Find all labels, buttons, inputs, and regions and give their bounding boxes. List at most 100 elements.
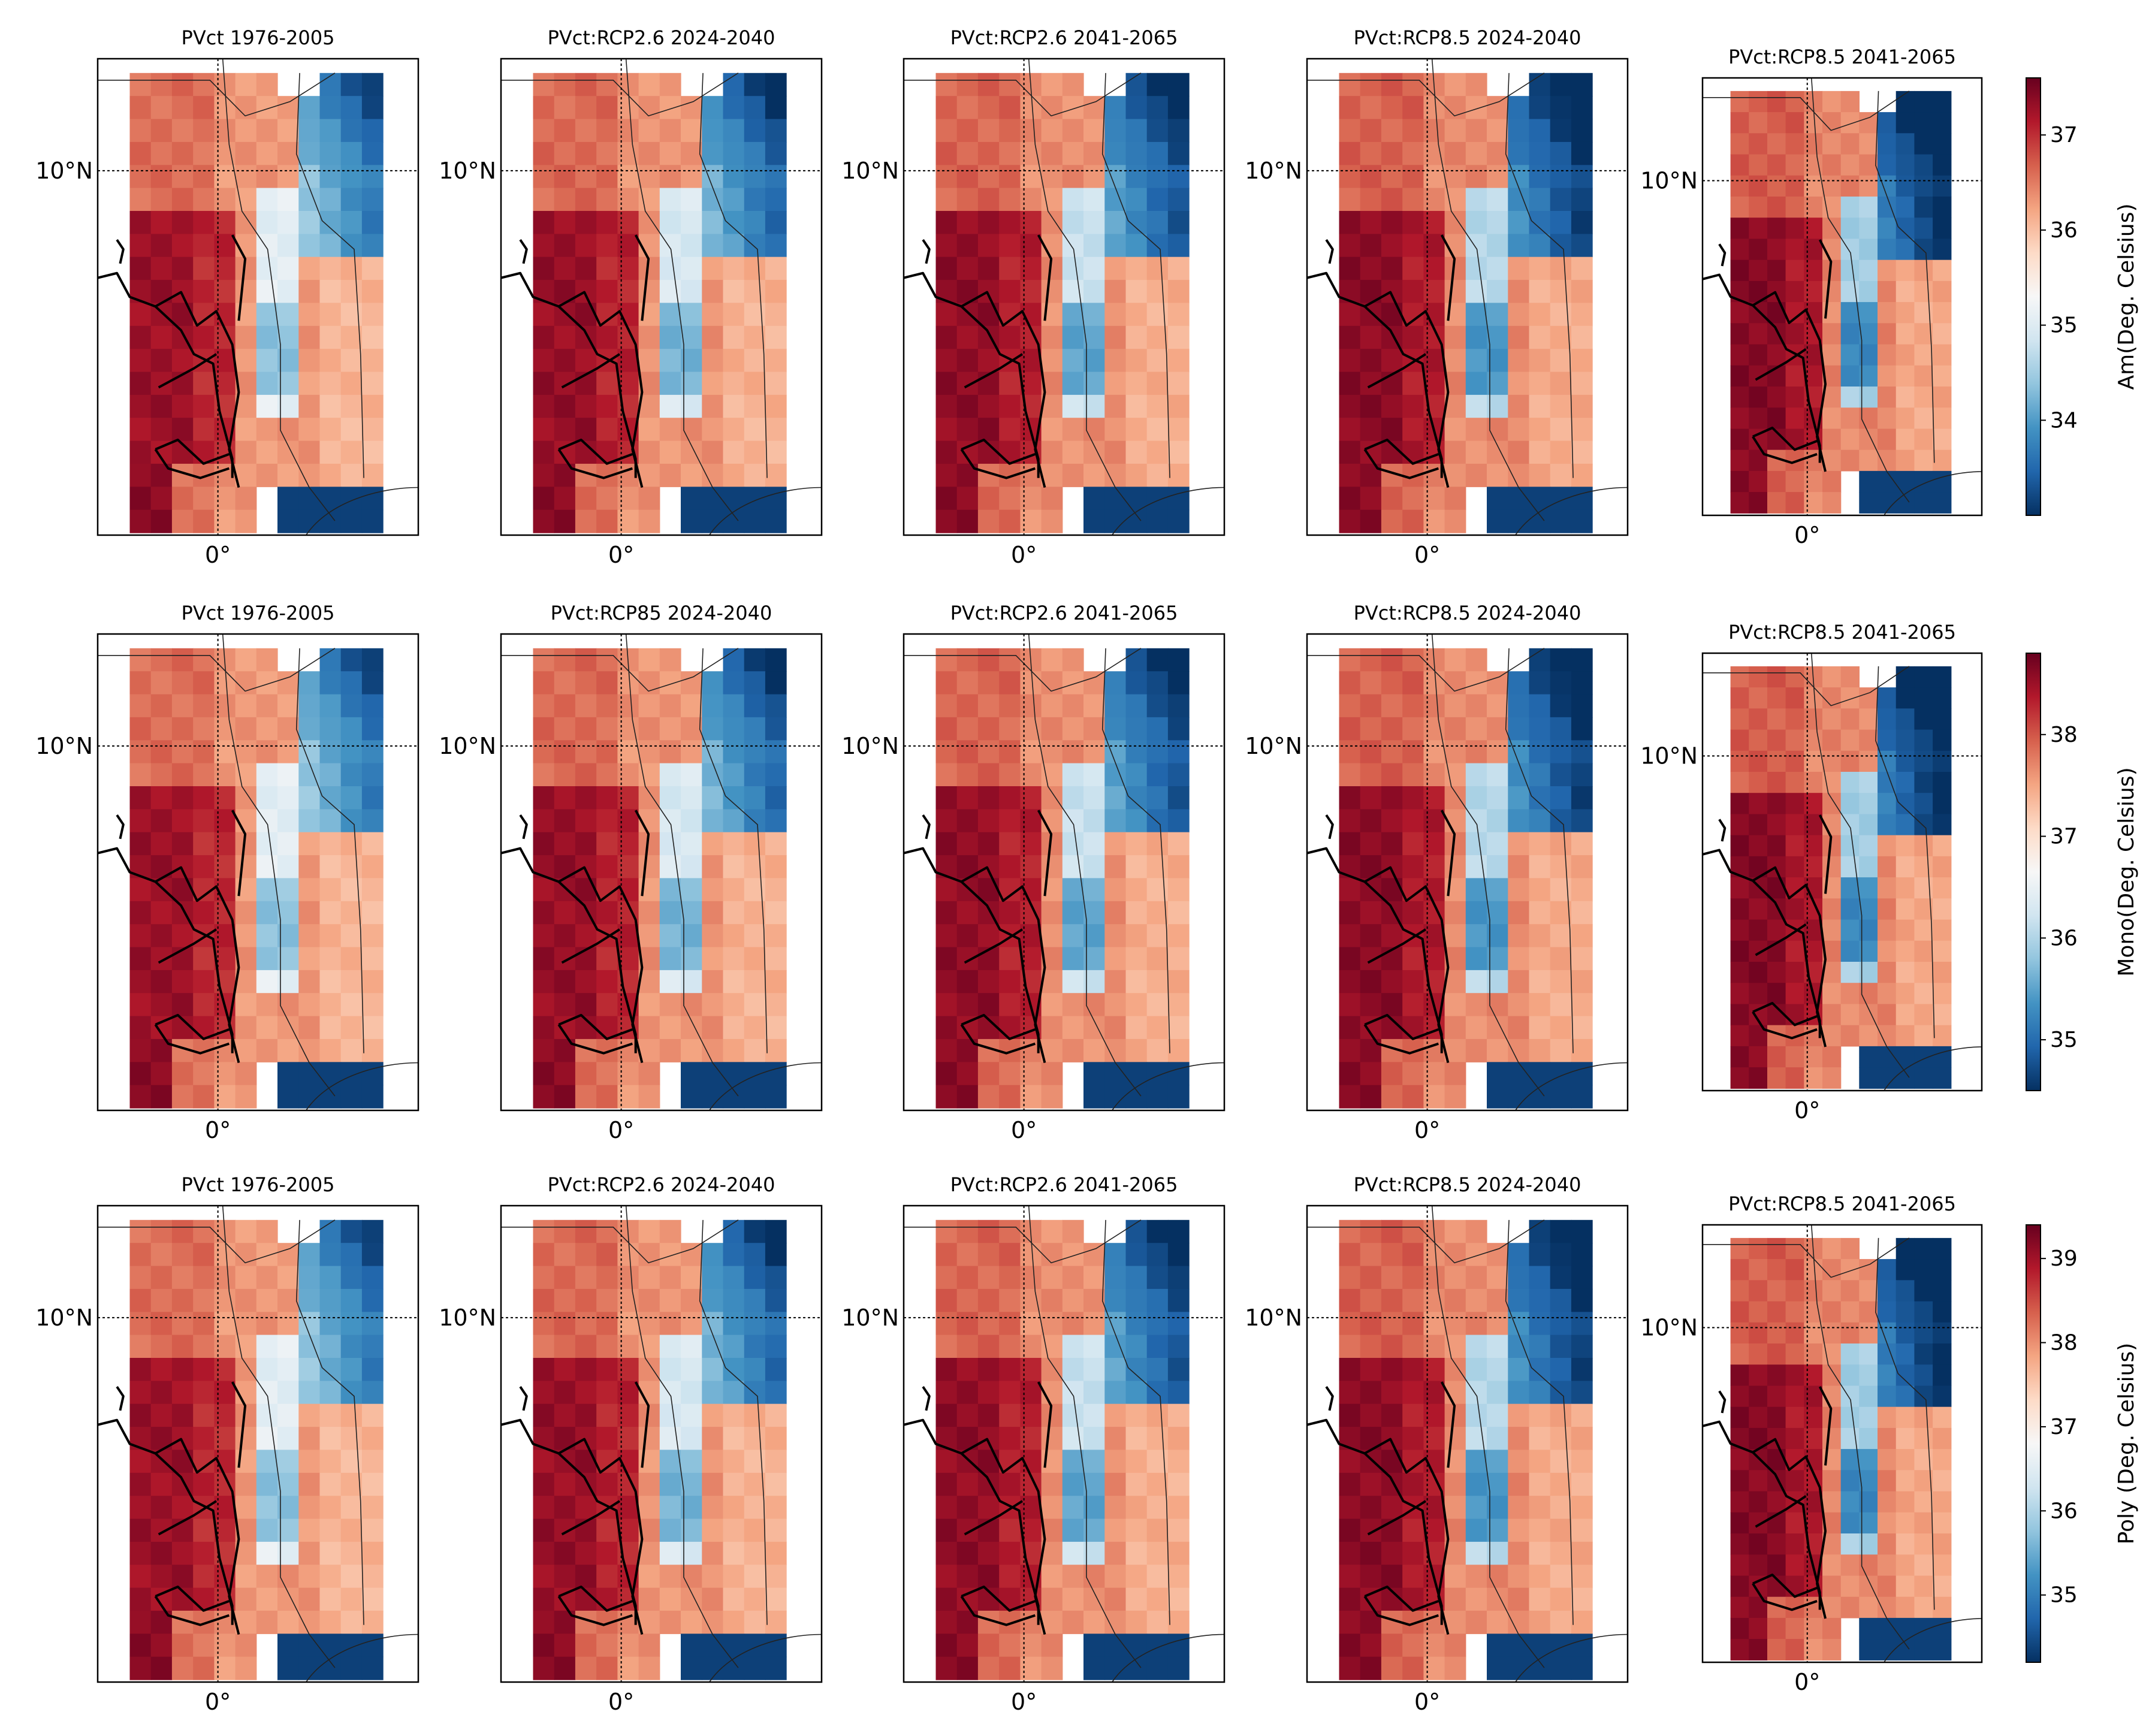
lon-tick-label: 0°	[205, 1689, 231, 1715]
grid-cell	[1914, 687, 1933, 709]
grid-cell	[235, 901, 257, 925]
grid-cell	[1381, 1266, 1403, 1290]
grid-cell	[1339, 1038, 1361, 1062]
grid-cell	[554, 1085, 576, 1109]
grid-cell	[1444, 924, 1466, 948]
grid-cell	[319, 1312, 342, 1336]
grid-cell	[171, 648, 194, 672]
grid-cell	[1146, 809, 1169, 833]
grid-cell	[277, 1085, 299, 1109]
grid-cell	[1878, 238, 1897, 261]
grid-cell	[1041, 188, 1063, 212]
grid-cell	[1730, 793, 1749, 814]
grid-cell	[1529, 463, 1551, 487]
grid-cell	[575, 234, 597, 258]
grid-cell	[277, 1335, 299, 1358]
grid-cell	[235, 73, 257, 96]
grid-cell	[1749, 729, 1768, 751]
grid-cell	[999, 1062, 1021, 1086]
grid-cell	[1508, 1450, 1530, 1474]
grid-cell	[1167, 1016, 1190, 1040]
grid-cell	[681, 96, 702, 120]
grid-cell	[1508, 694, 1530, 718]
grid-cell	[1571, 1266, 1593, 1290]
grid-cell	[1360, 1541, 1382, 1565]
grid-cell	[256, 1541, 278, 1565]
grid-cell	[1840, 323, 1860, 345]
grid-cell	[129, 1381, 152, 1405]
grid-cell	[977, 740, 1000, 764]
grid-cell	[702, 211, 724, 234]
grid-cell	[319, 1518, 342, 1542]
grid-cell	[361, 73, 384, 96]
grid-cell	[129, 993, 152, 1017]
grid-cell	[1878, 1617, 1897, 1640]
grid-cell	[1840, 835, 1860, 857]
grid-cell	[638, 325, 660, 349]
grid-cell	[319, 418, 342, 442]
grid-cell	[1146, 1541, 1169, 1565]
grid-cell	[554, 372, 576, 395]
grid-cell	[1062, 1219, 1084, 1243]
grid-cell	[1125, 349, 1148, 373]
grid-cell	[1822, 1237, 1842, 1260]
grid-cell	[235, 694, 257, 718]
grid-cell	[1822, 1004, 1842, 1026]
grid-cell	[533, 349, 555, 373]
grid-cell	[150, 648, 173, 672]
grid-cell	[765, 349, 787, 373]
grid-cell	[1896, 218, 1915, 239]
grid-cell	[744, 394, 766, 418]
grid-cell	[1785, 835, 1804, 857]
grid-cell	[1360, 993, 1382, 1017]
grid-cell	[554, 1634, 576, 1657]
grid-cell	[193, 509, 215, 533]
map-frame	[96, 633, 419, 1112]
grid-cell	[596, 141, 618, 165]
grid-cell	[193, 119, 215, 143]
grid-cell	[999, 1358, 1021, 1381]
grid-cell	[1041, 786, 1063, 810]
grid-cell	[765, 188, 787, 212]
grid-cell	[235, 119, 257, 143]
grid-cell	[1749, 407, 1768, 429]
grid-cell	[1896, 919, 1915, 941]
grid-cell	[1125, 1266, 1148, 1290]
grid-cell	[298, 303, 321, 327]
grid-cell	[638, 1085, 660, 1109]
lake-shore	[1702, 273, 1821, 463]
grid-cell	[956, 1312, 979, 1336]
grid-cell	[1529, 832, 1551, 856]
grid-cell	[1571, 671, 1593, 695]
grid-cell	[765, 1243, 787, 1267]
grid-cell	[575, 924, 597, 948]
grid-cell	[1083, 970, 1105, 994]
grid-cell	[1933, 280, 1952, 303]
grid-cell	[596, 96, 618, 120]
grid-cell	[1381, 1634, 1403, 1657]
grid-cell	[1749, 238, 1768, 261]
raster-cells	[935, 1219, 1190, 1680]
grid-cell	[1859, 154, 1878, 176]
grid-cell	[765, 119, 787, 143]
grid-cell	[638, 1587, 660, 1611]
lake-shore	[97, 1418, 234, 1625]
grid-cell	[171, 763, 194, 787]
grid-cell	[1444, 325, 1466, 349]
grid-cell	[1062, 740, 1084, 764]
grid-cell	[1529, 394, 1551, 418]
lake-shore	[1752, 291, 1827, 472]
grid-cell	[977, 1541, 1000, 1565]
lake-shore	[519, 1385, 528, 1411]
grid-cell	[659, 394, 681, 418]
grid-cell	[1339, 1403, 1361, 1427]
grid-cell	[1878, 940, 1897, 962]
grid-cell	[1785, 793, 1804, 814]
grid-cell	[1381, 256, 1403, 280]
grid-cell	[1878, 1406, 1897, 1429]
grid-cell	[702, 832, 724, 856]
grid-cell	[1104, 1634, 1127, 1657]
grid-cell	[1933, 365, 1952, 387]
grid-cell	[659, 1335, 681, 1358]
